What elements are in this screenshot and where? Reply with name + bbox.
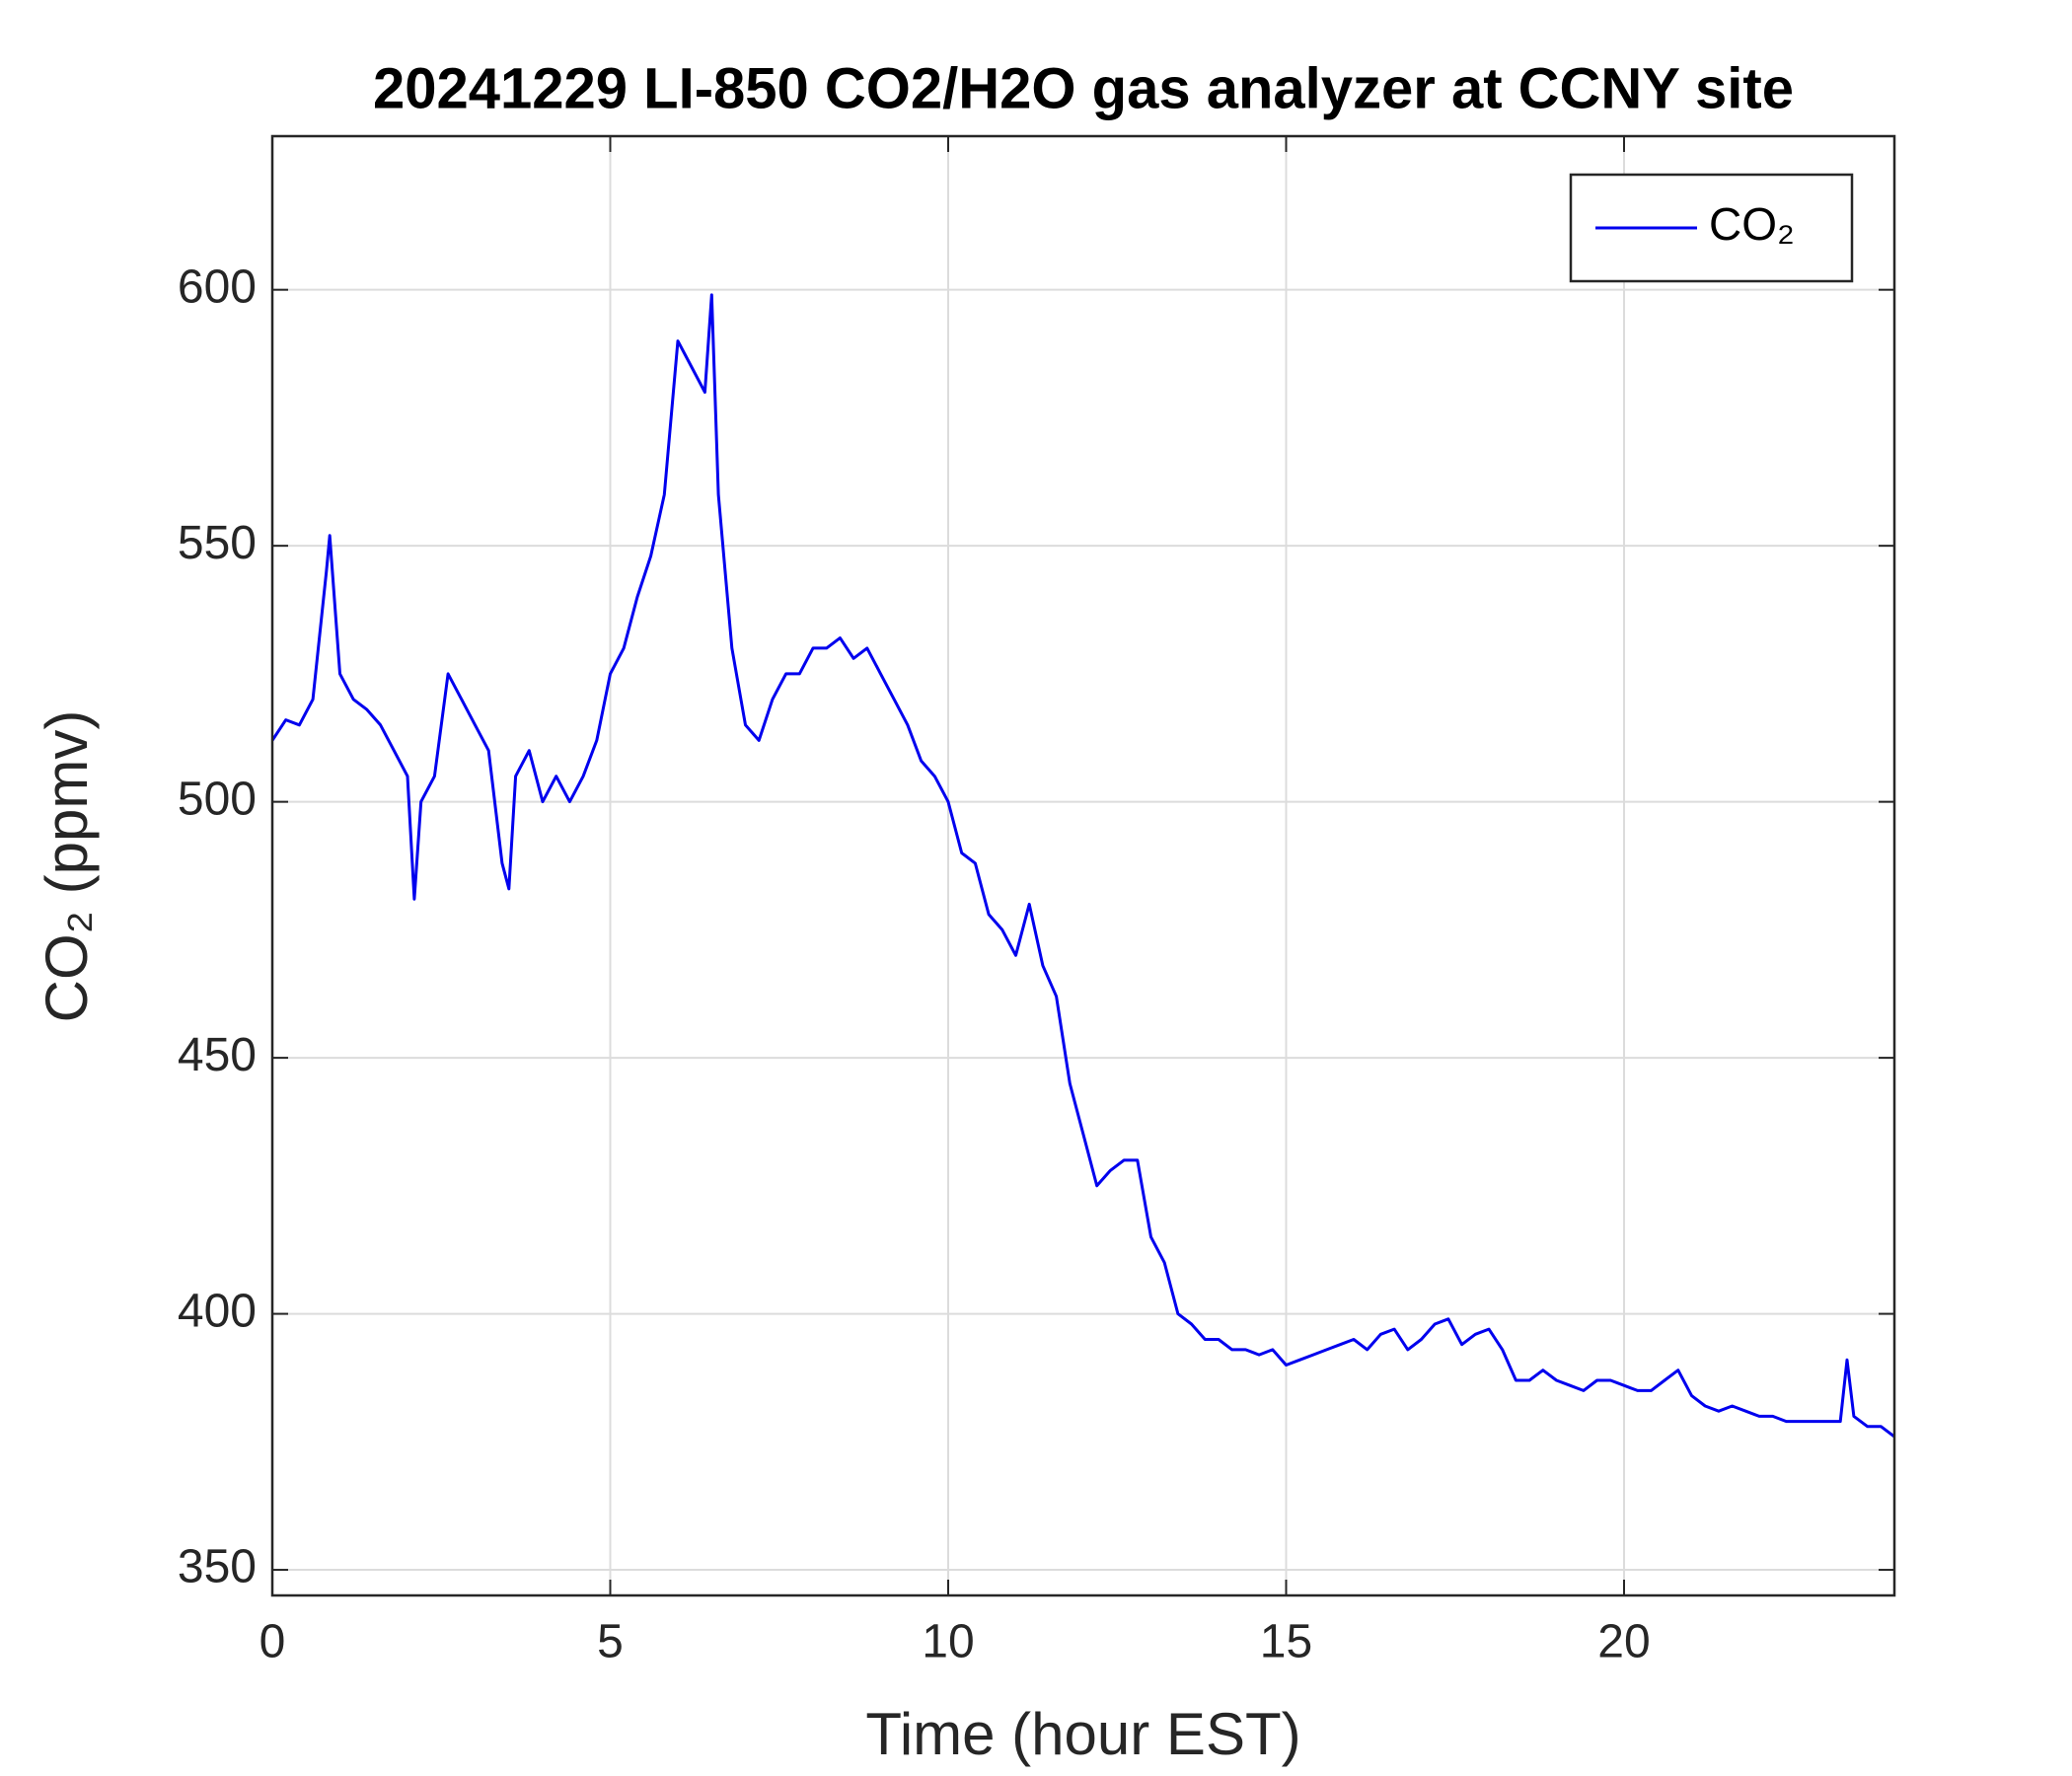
y-axis-label: CO₂ (ppmv) — [34, 710, 100, 1023]
legend-box — [1569, 173, 1854, 283]
plot-area — [272, 136, 1894, 1595]
x-tick-label: 0 — [259, 1616, 286, 1668]
chart-title: 20241229 LI-850 CO2/H2O gas analyzer at … — [373, 56, 1794, 120]
data-line — [270, 293, 1895, 1439]
x-tick-label: 20 — [1597, 1616, 1650, 1668]
x-tick-label: 15 — [1260, 1616, 1312, 1668]
y-tick-label: 450 — [178, 1029, 257, 1081]
x-tick-label: 5 — [597, 1616, 624, 1668]
axes-box — [270, 134, 1896, 1597]
y-tick-label: 400 — [178, 1285, 257, 1337]
y-tick-label: 600 — [178, 260, 257, 313]
legend-label: CO₂ — [1709, 198, 1795, 250]
y-tick-label: 350 — [178, 1541, 257, 1593]
x-axis-label: Time (hour EST) — [865, 1701, 1300, 1767]
y-tick-label: 500 — [178, 773, 257, 825]
y-tick-label: 550 — [178, 517, 257, 569]
x-tick-label: 10 — [922, 1616, 974, 1668]
